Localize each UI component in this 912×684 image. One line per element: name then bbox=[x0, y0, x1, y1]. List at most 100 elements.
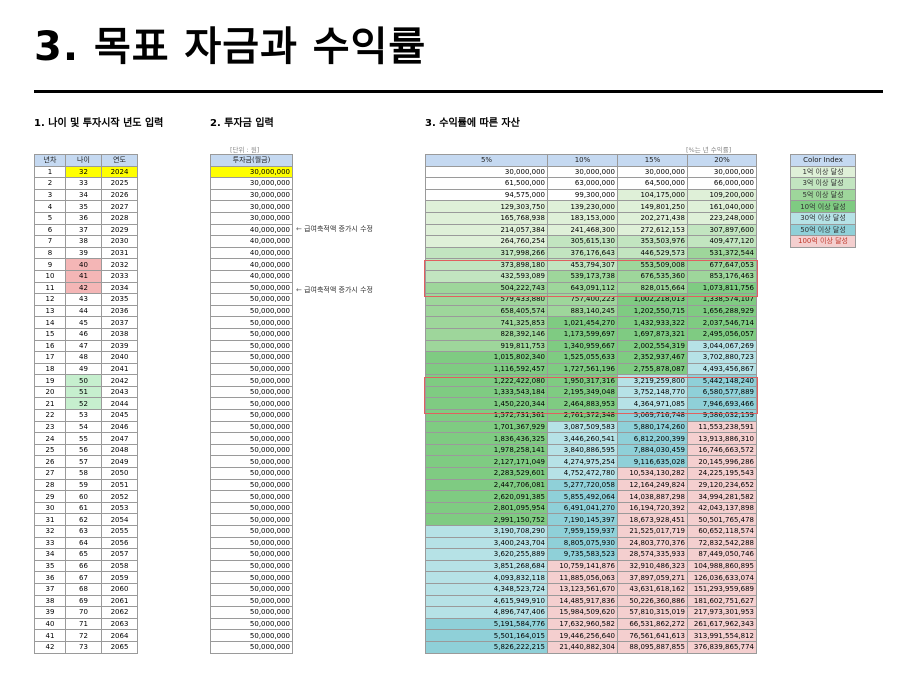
asset-cell-r10: 376,176,643 bbox=[547, 246, 618, 260]
asset-cell-r10: 883,140,245 bbox=[547, 304, 618, 318]
asset-cell-r10: 63,000,000 bbox=[547, 177, 618, 190]
year-no-cell: 40 bbox=[34, 617, 66, 631]
table-row: 504,222,743 643,091,112 828,015,664 1,073,8… bbox=[425, 281, 757, 295]
table-row: 5,501,164,015 19,446,256,640 76,561,641,61… bbox=[425, 629, 757, 642]
investment-cell: 50,000,000 bbox=[210, 582, 293, 596]
asset-cell-r5: 2,283,529,601 bbox=[425, 467, 548, 480]
investment-cell: 50,000,000 bbox=[210, 281, 293, 295]
year-no-cell: 6 bbox=[34, 223, 66, 237]
table-row: 50,000,000 bbox=[210, 293, 293, 306]
table-row: 2,283,529,601 4,752,472,780 10,534,130,282… bbox=[425, 467, 757, 480]
asset-cell-r15: 149,801,250 bbox=[617, 200, 688, 213]
assets-table: 5% 10% 15% 20% 30,000,000 30,000,000 30,000,0… bbox=[425, 154, 757, 654]
year-no-cell: 20 bbox=[34, 385, 66, 399]
table-row: 30,000,000 bbox=[210, 188, 293, 202]
year-cell: 2024 bbox=[101, 165, 138, 179]
asset-cell-r5: 61,500,000 bbox=[425, 177, 548, 190]
asset-cell-r20: 20,145,996,286 bbox=[687, 455, 757, 469]
legend-item: 1억 이상 달성 bbox=[790, 165, 856, 179]
table-row: 6 37 2029 bbox=[34, 223, 138, 237]
table-row: 579,433,880 757,400,223 1,002,218,013 1,338… bbox=[425, 293, 757, 306]
table-row: 3,851,268,684 10,759,141,876 32,910,486,32… bbox=[425, 559, 757, 573]
asset-cell-r20: 3,702,880,723 bbox=[687, 351, 757, 364]
legend-item: 30억 이상 달성 bbox=[790, 211, 856, 225]
table-row: 50,000,000 bbox=[210, 374, 293, 387]
year-cell: 2038 bbox=[101, 327, 138, 341]
asset-cell-r10: 19,446,256,640 bbox=[547, 629, 618, 642]
age-cell: 32 bbox=[65, 165, 102, 179]
table-row: 38 69 2061 bbox=[34, 594, 138, 608]
year-no-cell: 4 bbox=[34, 200, 66, 213]
table-row: 17 48 2040 bbox=[34, 351, 138, 364]
table-row: 129,303,750 139,230,000 149,801,250 161,040… bbox=[425, 200, 757, 213]
age-cell: 71 bbox=[65, 617, 102, 631]
table-row: 50,000,000 bbox=[210, 432, 293, 445]
asset-cell-r5: 919,811,753 bbox=[425, 339, 548, 353]
year-cell: 2062 bbox=[101, 606, 138, 619]
header-rate-1: 10% bbox=[547, 154, 618, 167]
year-no-cell: 16 bbox=[34, 339, 66, 353]
asset-cell-r5: 1,116,592,457 bbox=[425, 362, 548, 376]
asset-cell-r15: 1,002,218,013 bbox=[617, 293, 688, 306]
table-row: 40,000,000 bbox=[210, 258, 293, 271]
investment-cell: 50,000,000 bbox=[210, 490, 293, 503]
year-no-cell: 32 bbox=[34, 525, 66, 538]
asset-cell-r15: 5,880,174,260 bbox=[617, 420, 688, 434]
asset-cell-r10: 757,400,223 bbox=[547, 293, 618, 306]
asset-cell-r20: 307,897,600 bbox=[687, 223, 757, 237]
year-no-cell: 24 bbox=[34, 432, 66, 445]
year-no-cell: 33 bbox=[34, 536, 66, 550]
age-cell: 62 bbox=[65, 513, 102, 526]
table-row: 1,015,802,340 1,525,055,633 2,352,937,467 3… bbox=[425, 351, 757, 364]
asset-cell-r15: 2,352,937,467 bbox=[617, 351, 688, 364]
legend-item: 5억 이상 달성 bbox=[790, 188, 856, 202]
asset-cell-r20: 2,037,546,714 bbox=[687, 316, 757, 329]
asset-cell-r15: 3,219,259,800 bbox=[617, 374, 688, 387]
asset-cell-r20: 34,994,281,582 bbox=[687, 490, 757, 503]
asset-cell-r15: 553,509,008 bbox=[617, 258, 688, 271]
table-row: 50,000,000 bbox=[210, 629, 293, 642]
age-cell: 49 bbox=[65, 362, 102, 376]
table-row: 12 43 2035 bbox=[34, 293, 138, 306]
investment-cell: 30,000,000 bbox=[210, 188, 293, 202]
asset-cell-r15: 7,884,030,459 bbox=[617, 443, 688, 457]
table-row: 15 46 2038 bbox=[34, 327, 138, 341]
asset-cell-r15: 16,194,720,392 bbox=[617, 501, 688, 515]
section-heading-age-year: 1. 나이 및 투자시작 년도 입력 bbox=[34, 118, 164, 129]
investment-cell: 50,000,000 bbox=[210, 571, 293, 584]
investment-cell: 50,000,000 bbox=[210, 443, 293, 457]
year-cell: 2036 bbox=[101, 304, 138, 318]
table-row: 23 54 2046 bbox=[34, 420, 138, 434]
asset-cell-r15: 676,535,360 bbox=[617, 269, 688, 283]
table-row: 50,000,000 bbox=[210, 304, 293, 318]
year-no-cell: 22 bbox=[34, 409, 66, 422]
age-cell: 55 bbox=[65, 432, 102, 445]
age-cell: 52 bbox=[65, 397, 102, 411]
table-row: 40 71 2063 bbox=[34, 617, 138, 631]
table-row: 13 44 2036 bbox=[34, 304, 138, 318]
asset-cell-r5: 741,325,853 bbox=[425, 316, 548, 329]
asset-cell-r10: 13,123,561,670 bbox=[547, 582, 618, 596]
asset-cell-r20: 2,495,056,057 bbox=[687, 327, 757, 341]
table-row: 3,400,243,704 8,805,075,930 24,803,770,376… bbox=[425, 536, 757, 550]
age-cell: 47 bbox=[65, 339, 102, 353]
table-row: 50,000,000 bbox=[210, 409, 293, 422]
asset-cell-r5: 1,015,802,340 bbox=[425, 351, 548, 364]
year-cell: 2058 bbox=[101, 559, 138, 573]
table-row: 41 72 2064 bbox=[34, 629, 138, 642]
asset-cell-r5: 2,991,150,752 bbox=[425, 513, 548, 526]
asset-cell-r10: 7,959,159,937 bbox=[547, 525, 618, 538]
asset-cell-r5: 1,222,422,080 bbox=[425, 374, 548, 387]
year-cell: 2027 bbox=[101, 200, 138, 213]
age-cell: 70 bbox=[65, 606, 102, 619]
investment-cell: 50,000,000 bbox=[210, 385, 293, 399]
age-cell: 42 bbox=[65, 281, 102, 295]
legend-item: 10억 이상 달성 bbox=[790, 200, 856, 213]
asset-cell-r15: 1,202,550,715 bbox=[617, 304, 688, 318]
age-cell: 64 bbox=[65, 536, 102, 550]
year-no-cell: 41 bbox=[34, 629, 66, 642]
investment-table: 투자금(월금) 30,000,000 30,000,000 30,000,000 30… bbox=[210, 154, 293, 654]
asset-cell-r10: 9,735,583,523 bbox=[547, 548, 618, 561]
legend-row: 50억 이상 달성 bbox=[790, 223, 856, 237]
asset-cell-r5: 3,190,708,290 bbox=[425, 525, 548, 538]
